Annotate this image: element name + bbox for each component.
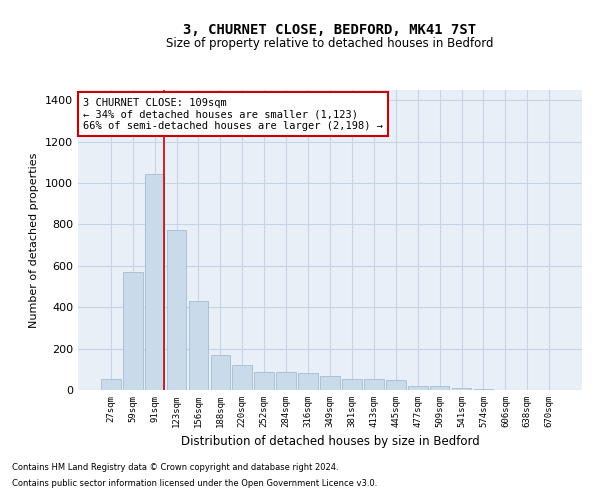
Bar [145, 174, 164, 390]
Bar [254, 372, 274, 390]
Bar [123, 272, 143, 390]
Bar [430, 386, 449, 390]
Bar [232, 365, 252, 390]
Bar [188, 301, 208, 390]
Text: 3 CHURNET CLOSE: 109sqm
← 34% of detached houses are smaller (1,123)
66% of semi: 3 CHURNET CLOSE: 109sqm ← 34% of detache… [83, 98, 383, 130]
Bar [364, 378, 384, 390]
Bar [408, 386, 428, 390]
Bar [298, 374, 318, 390]
Text: 3, CHURNET CLOSE, BEDFORD, MK41 7ST: 3, CHURNET CLOSE, BEDFORD, MK41 7ST [184, 22, 476, 36]
Bar [211, 355, 230, 390]
Text: Size of property relative to detached houses in Bedford: Size of property relative to detached ho… [166, 38, 494, 51]
X-axis label: Distribution of detached houses by size in Bedford: Distribution of detached houses by size … [181, 436, 479, 448]
Bar [167, 230, 187, 390]
Bar [320, 376, 340, 390]
Text: Contains public sector information licensed under the Open Government Licence v3: Contains public sector information licen… [12, 478, 377, 488]
Bar [101, 378, 121, 390]
Y-axis label: Number of detached properties: Number of detached properties [29, 152, 40, 328]
Bar [473, 389, 493, 390]
Bar [342, 378, 362, 390]
Bar [276, 372, 296, 390]
Text: Contains HM Land Registry data © Crown copyright and database right 2024.: Contains HM Land Registry data © Crown c… [12, 464, 338, 472]
Bar [452, 388, 472, 390]
Bar [386, 380, 406, 390]
